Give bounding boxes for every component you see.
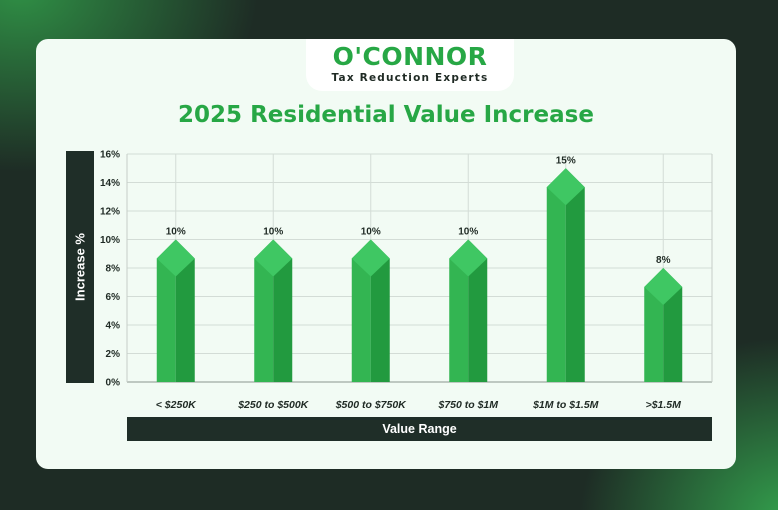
data-label: 10% [166, 227, 186, 238]
bar [644, 268, 683, 382]
bar [254, 239, 293, 382]
bar-top-facet [156, 239, 195, 277]
y-tick-label: 2% [106, 349, 121, 360]
x-axis-categories: < $250K $250 to $500K $500 to $750K $750 to… [156, 399, 681, 411]
data-label: 15% [556, 155, 576, 166]
bar [156, 239, 195, 382]
bar-chart-plot: 0% 2% 4% 6% 8% 10% 12% 14% 16% 10% 10% 10% 10% 15% 8%… [100, 150, 713, 411]
logo-banner: O'CONNOR Tax Reduction Experts [306, 39, 514, 91]
data-labels: 10% 10% 10% 10% 15% 8% [166, 155, 671, 266]
bar-left-face [254, 239, 274, 382]
bar-left-face [351, 239, 371, 382]
bar-left-face [546, 168, 566, 382]
y-tick-label: 14% [100, 178, 120, 189]
chart-card: O'CONNOR Tax Reduction Experts 2025 Resi… [36, 39, 736, 469]
data-label: 10% [458, 227, 478, 238]
bar-right-face [468, 239, 488, 382]
x-axis-label: Value Range [382, 422, 457, 436]
data-label: 8% [656, 255, 671, 266]
x-category-label: $1M to $1.5M [532, 399, 599, 411]
y-axis-ticks: 0% 2% 4% 6% 8% 10% 12% 14% 16% [100, 150, 120, 389]
data-label: 10% [361, 227, 381, 238]
chart-title: 2025 Residential Value Increase [178, 102, 594, 128]
bar-left-face [449, 239, 469, 382]
bar-right-face [273, 239, 293, 382]
x-category-label: $750 to $1M [437, 399, 498, 411]
bar [546, 168, 585, 382]
data-label: 10% [263, 227, 283, 238]
brand-tagline: Tax Reduction Experts [331, 72, 489, 84]
bar-top-facet [644, 268, 683, 305]
y-tick-label: 8% [106, 264, 121, 275]
y-tick-label: 12% [100, 207, 120, 218]
x-category-label: >$1.5M [646, 399, 682, 411]
bar-top-facet [351, 239, 390, 277]
x-axis-label-box [127, 417, 712, 441]
x-category-label: < $250K [156, 399, 197, 411]
y-axis-label-box [66, 151, 94, 383]
y-tick-label: 16% [100, 150, 120, 161]
bar [449, 239, 488, 382]
bar-top-facet [449, 239, 488, 277]
bar-left-face [156, 239, 176, 382]
brand-logo: O'CONNOR [332, 42, 488, 71]
y-tick-label: 6% [106, 292, 121, 303]
bars [156, 168, 683, 382]
bar-right-face [175, 239, 195, 382]
grid-lines [126, 153, 713, 383]
bar-top-facet [546, 168, 585, 206]
bar [351, 239, 390, 382]
bar-right-face [370, 239, 390, 382]
y-tick-label: 4% [106, 321, 121, 332]
y-tick-label: 10% [100, 235, 120, 246]
bar-top-facet [254, 239, 293, 277]
bar-right-face [565, 168, 585, 382]
x-category-label: $250 to $500K [237, 399, 309, 411]
y-tick-label: 0% [106, 378, 121, 389]
x-category-label: $500 to $750K [335, 399, 407, 411]
